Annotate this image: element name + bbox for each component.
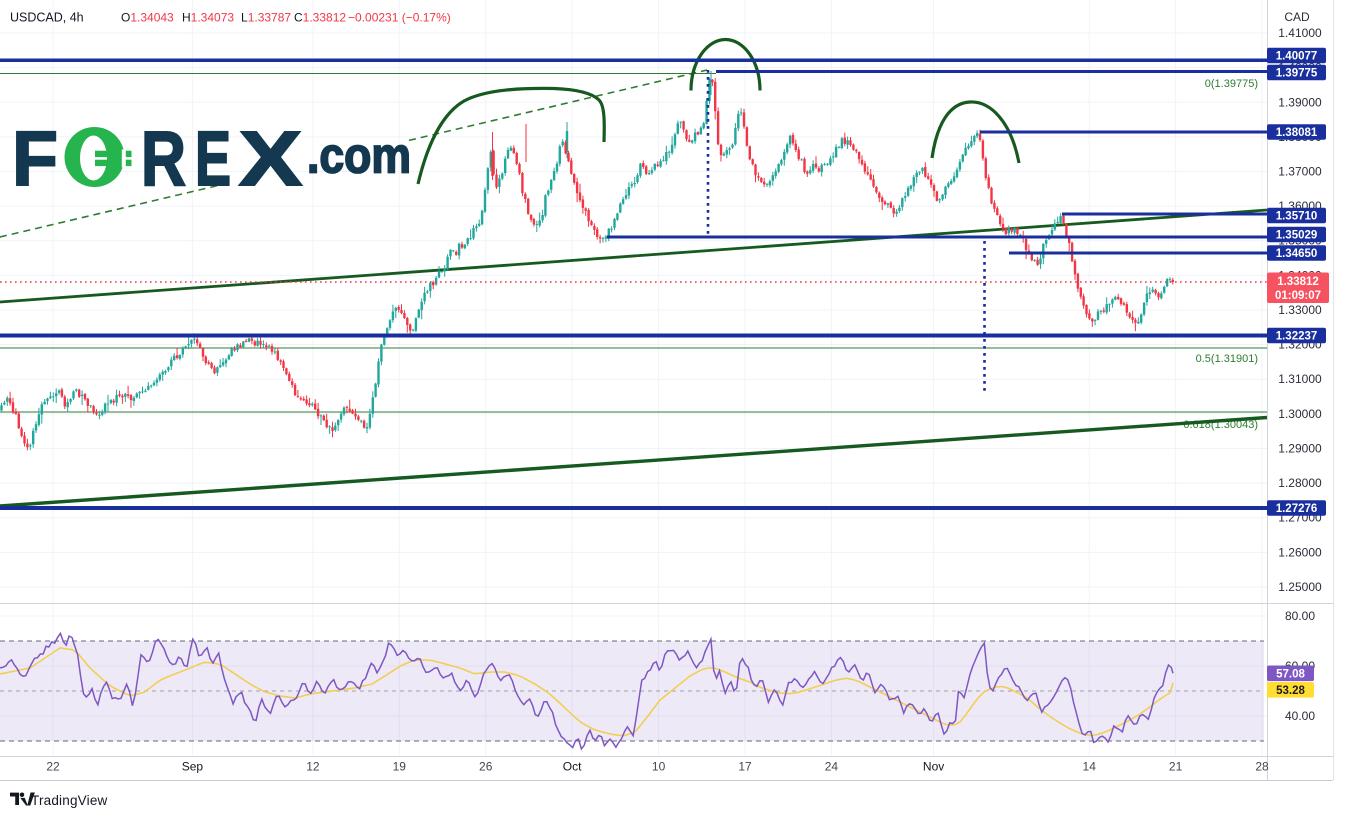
svg-text:C1.33812: C1.33812 [294,11,346,25]
svg-text:.com: .com [307,128,411,184]
svg-text:O1.34043: O1.34043 [121,11,174,25]
svg-text:1.39775: 1.39775 [1276,68,1318,80]
svg-text:TradingView: TradingView [31,793,108,808]
svg-text:Nov: Nov [923,760,944,774]
svg-text:1.41000: 1.41000 [1278,26,1322,40]
svg-text:1.29000: 1.29000 [1278,442,1322,456]
svg-text:R: R [141,116,186,202]
svg-text:F: F [12,116,58,202]
svg-text:01:09:07: 01:09:07 [1275,290,1321,302]
svg-text:1.40077: 1.40077 [1276,51,1318,63]
svg-text:12: 12 [306,760,320,774]
svg-text:1.25000: 1.25000 [1278,580,1322,594]
svg-text:53.28: 53.28 [1276,685,1305,697]
svg-text:19: 19 [393,760,407,774]
svg-text:21: 21 [1169,760,1183,774]
svg-text:17: 17 [738,760,752,774]
svg-text:E: E [195,116,231,202]
svg-text:26: 26 [479,760,493,774]
svg-text:1.30000: 1.30000 [1278,407,1322,421]
svg-text:1.26000: 1.26000 [1278,545,1322,559]
svg-text:1.31000: 1.31000 [1278,372,1322,386]
svg-text:24: 24 [825,760,839,774]
svg-text:22: 22 [46,760,60,774]
svg-text:1.38081: 1.38081 [1276,127,1318,139]
svg-text:H1.34073: H1.34073 [182,11,234,25]
svg-text:0.5(1.31901): 0.5(1.31901) [1196,353,1258,365]
svg-text:1.35710: 1.35710 [1276,211,1318,223]
svg-text:X: X [239,116,302,202]
svg-text:1.34650: 1.34650 [1276,248,1318,260]
svg-text:40.00: 40.00 [1285,709,1315,723]
svg-text:USDCAD, 4h: USDCAD, 4h [10,11,84,25]
svg-text:Sep: Sep [182,760,204,774]
svg-text:1.28000: 1.28000 [1278,476,1322,490]
svg-text:28: 28 [1255,760,1269,774]
svg-text:0(1.39775): 0(1.39775) [1205,78,1258,90]
svg-text:57.08: 57.08 [1276,669,1305,681]
svg-text:Oct: Oct [563,760,582,774]
svg-text:1.33812: 1.33812 [1277,276,1319,288]
svg-text:1.37000: 1.37000 [1278,165,1322,179]
svg-text:CAD: CAD [1284,10,1310,24]
svg-text:1.33000: 1.33000 [1278,303,1322,317]
svg-text:1.39000: 1.39000 [1278,95,1322,109]
svg-text:10: 10 [652,760,666,774]
svg-text:−0.00231 (−0.17%): −0.00231 (−0.17%) [348,11,451,25]
svg-text:80.00: 80.00 [1285,609,1315,623]
svg-text:14: 14 [1083,760,1097,774]
svg-text:1.32237: 1.32237 [1276,331,1318,343]
svg-text:1.35029: 1.35029 [1276,230,1318,242]
svg-text:1.27276: 1.27276 [1276,503,1318,515]
svg-text:L1.33787: L1.33787 [241,11,291,25]
